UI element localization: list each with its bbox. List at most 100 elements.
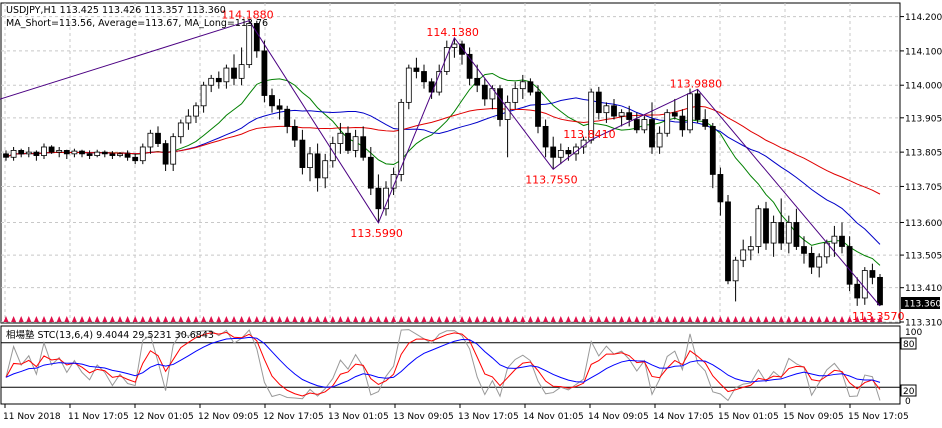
candle-body [770,222,777,244]
candle-body [603,105,610,114]
marker-triangle [3,316,9,322]
marker-triangle [778,316,784,322]
time-label: 13 Nov 01:05 [328,412,389,422]
price-tick-label: 113.410 [905,284,942,294]
candle-body [352,136,359,151]
candle-body [284,108,291,127]
marker-triangle [603,316,609,322]
marker-triangle [132,316,138,322]
marker-triangle [94,316,100,322]
candle-body [679,115,686,131]
candle-body [162,143,169,165]
candle-body [694,93,701,120]
marker-triangle [277,316,283,322]
marker-triangle [527,316,533,322]
marker-triangle [771,316,777,322]
price-tick-label: 113.310 [905,319,942,329]
marker-triangle [337,316,343,322]
candle-body [94,151,101,156]
marker-triangle [687,316,693,322]
candle-body [565,150,572,155]
zigzag-label: 113.9880 [670,77,723,90]
zigzag-label: 113.5990 [350,227,403,240]
candle-body [474,77,481,86]
candlesticks [3,20,883,306]
marker-triangle [588,316,594,322]
marker-triangle [87,316,93,322]
marker-triangle [664,316,670,322]
marker-triangle [801,316,807,322]
time-label: 11 Nov 17:05 [68,412,129,422]
candle-body [10,150,17,158]
marker-triangle [56,316,62,322]
marker-triangle [786,316,792,322]
candle-body [535,91,541,127]
candle-body [405,67,412,103]
marker-triangle [71,316,77,322]
candle-body [337,132,344,144]
marker-triangle [847,316,853,322]
marker-triangle [315,316,321,322]
marker-triangle [391,316,397,322]
candle-body [618,112,625,117]
candle-body [459,43,465,55]
candle-body [504,101,511,120]
candle-body [877,276,883,306]
candle-body [25,151,32,155]
stc-signal-line [5,336,881,388]
candle-body [664,112,671,134]
candle-body [557,150,564,158]
marker-triangle [824,316,830,322]
candle-body [56,150,63,153]
candle-body [725,201,731,282]
marker-triangle [49,316,55,322]
marker-triangle [831,316,837,322]
stc-title: 相場塾 STC(13,6,4) 9.4044 29.5231 30.6843 [6,329,214,341]
candle-body [124,153,131,158]
marker-triangle [573,316,579,322]
stc-window-frame [0,325,901,405]
marker-triangle [702,316,708,322]
marker-triangle [641,316,647,322]
candle-body [155,132,161,144]
marker-triangle [596,316,602,322]
candle-body [177,122,184,138]
marker-triangle [109,316,115,322]
marker-triangle [649,316,655,322]
candle-body [527,81,534,93]
main-chart-frame [0,2,901,324]
candle-body [801,246,807,254]
candle-body [276,105,283,110]
marker-triangle [717,316,723,322]
candle-body [519,81,526,90]
marker-triangle [223,316,229,322]
marker-triangle [611,316,617,322]
candle-body [763,208,769,244]
candle-body [367,156,374,189]
candle-body [314,153,321,179]
zigzag-line [0,20,881,307]
marker-triangle [748,316,754,322]
marker-triangle [725,316,731,322]
marker-triangle [345,316,351,322]
marker-triangle [862,316,868,322]
marker-triangle [619,316,625,322]
candle-body [443,47,450,72]
candle-body [512,88,519,103]
marker-triangle [505,316,511,322]
candle-body [656,132,663,148]
candle-body [854,283,861,299]
candle-body [839,235,845,247]
marker-triangle [535,316,541,322]
candle-body [497,88,503,120]
zigzag-label: 114.1880 [221,9,274,22]
candle-body [345,132,351,151]
marker-triangle [543,316,549,322]
marker-triangle [163,316,169,322]
candle-body [846,246,853,285]
marker-triangle [170,316,176,322]
marker-triangle [64,316,70,322]
candle-body [785,222,792,244]
candle-body [687,93,693,131]
